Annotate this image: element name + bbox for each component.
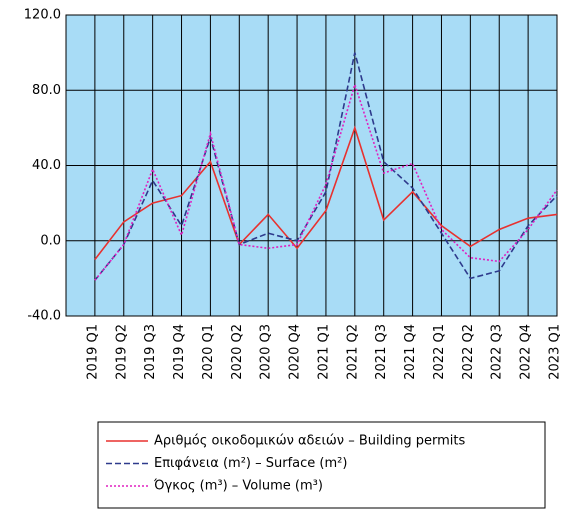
legend-label: Όγκος (m³) – Volume (m³) bbox=[153, 479, 323, 494]
y-tick-label: 0.0 bbox=[40, 233, 61, 248]
x-tick-label: 2021 Q3 bbox=[374, 324, 389, 380]
series-line bbox=[94, 81, 558, 281]
legend-label: Αριθμός οικοδομικών αδειών – Building pe… bbox=[154, 434, 465, 449]
x-tick-label: 2019 Q4 bbox=[172, 324, 187, 380]
x-tick-label: 2021 Q2 bbox=[345, 324, 360, 380]
y-tick-label: -40.0 bbox=[27, 309, 61, 324]
x-tick-label: 2020 Q2 bbox=[230, 324, 245, 380]
legend-label: Επιφάνεια (m²) – Surface (m²) bbox=[154, 456, 347, 471]
y-tick-label: 80.0 bbox=[32, 83, 61, 98]
x-tick-label: 2022 Q1 bbox=[432, 324, 447, 380]
x-tick-label: 2020 Q1 bbox=[201, 324, 216, 380]
series-line bbox=[94, 52, 558, 281]
legend-box bbox=[97, 421, 546, 509]
y-tick-label: 120.0 bbox=[24, 8, 61, 23]
x-tick-label: 2019 Q1 bbox=[85, 324, 100, 380]
x-tick-label: 2019 Q2 bbox=[114, 324, 129, 380]
series-line bbox=[94, 125, 558, 261]
x-tick-label: 2021 Q4 bbox=[403, 324, 418, 380]
plot-border bbox=[65, 14, 558, 317]
x-tick-label: 2020 Q4 bbox=[288, 324, 303, 380]
x-tick-label: 2023 Q1 bbox=[548, 324, 563, 380]
x-tick-label: 2019 Q3 bbox=[143, 324, 158, 380]
y-tick-label: 40.0 bbox=[32, 158, 61, 173]
x-tick-label: 2022 Q2 bbox=[461, 324, 476, 380]
x-tick-label: 2020 Q3 bbox=[259, 324, 274, 380]
x-tick-label: 2022 Q3 bbox=[490, 324, 505, 380]
x-tick-label: 2021 Q1 bbox=[316, 324, 331, 380]
x-tick-label: 2022 Q4 bbox=[519, 324, 534, 380]
